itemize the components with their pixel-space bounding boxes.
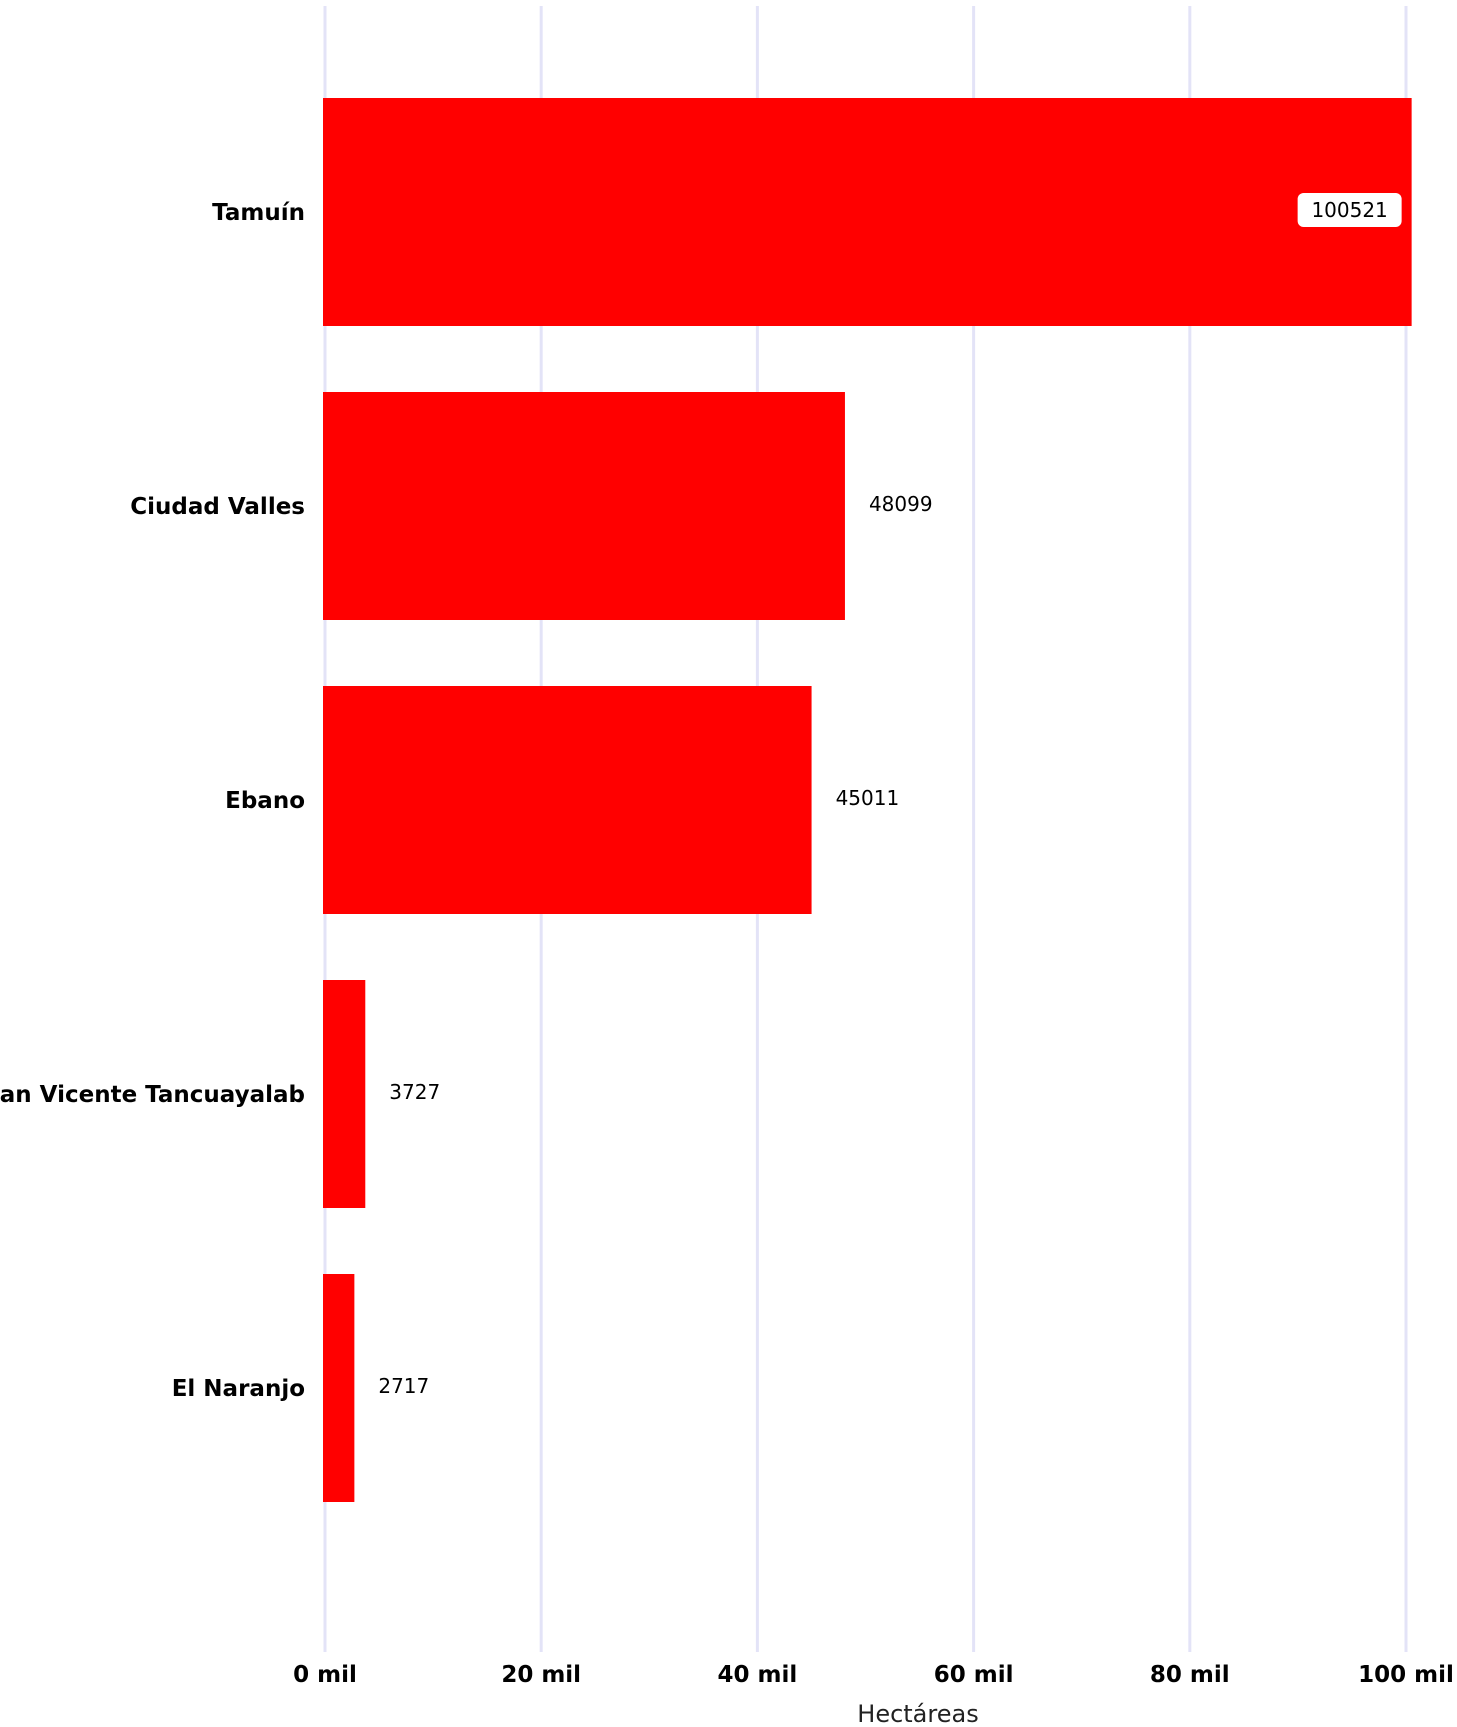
x-tick-label: 0 mil bbox=[293, 1662, 357, 1688]
category-label: Ciudad Valles bbox=[130, 494, 305, 520]
data-label: 2717 bbox=[378, 1374, 429, 1398]
category-label: San Vicente Tancuayalab bbox=[0, 1082, 305, 1108]
data-label-box bbox=[1297, 193, 1402, 227]
x-tick-label: 20 mil bbox=[501, 1662, 581, 1688]
data-labels: 100521 48099 45011 3727 2717 bbox=[378, 193, 1402, 1398]
bars bbox=[323, 98, 1412, 1502]
category-label: El Naranjo bbox=[172, 1376, 305, 1402]
data-label: 100521 bbox=[1311, 198, 1387, 222]
category-label: Ebano bbox=[225, 788, 305, 814]
x-tick-label: 40 mil bbox=[718, 1662, 798, 1688]
bar bbox=[323, 980, 366, 1208]
x-tick-label: 80 mil bbox=[1150, 1662, 1230, 1688]
x-tick-label: 100 mil bbox=[1358, 1662, 1454, 1688]
x-axis-title: Hectáreas bbox=[857, 1700, 978, 1727]
category-labels: Tamuín Ciudad Valles Ebano San Vicente Tanc… bbox=[0, 200, 305, 1402]
bar bbox=[323, 1274, 355, 1502]
bar bbox=[323, 392, 845, 620]
data-label: 45011 bbox=[836, 786, 900, 810]
x-axis-ticks: 0 mil 20 mil 40 mil 60 mil 80 mil 100 mil bbox=[293, 1662, 1454, 1688]
category-label: Tamuín bbox=[212, 200, 305, 226]
bar bbox=[323, 686, 812, 914]
data-label: 48099 bbox=[869, 492, 933, 516]
bar bbox=[323, 98, 1412, 326]
x-tick-label: 60 mil bbox=[934, 1662, 1014, 1688]
data-label: 3727 bbox=[389, 1080, 440, 1104]
